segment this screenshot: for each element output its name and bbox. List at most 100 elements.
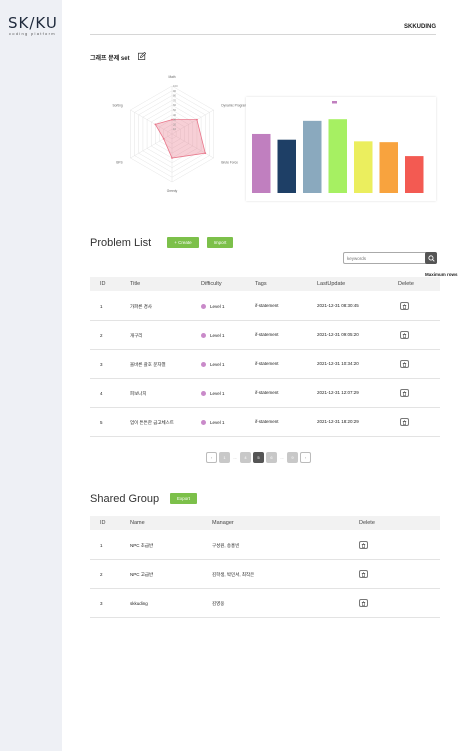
edit-icon[interactable]: [138, 52, 146, 60]
problem-last-update: 2021-12-31 12:07:29: [317, 390, 359, 395]
group-manager: 김학생, 박민서, 최작은: [212, 572, 255, 577]
group-name[interactable]: NPC 고급반: [130, 572, 154, 577]
create-button[interactable]: + Create: [167, 237, 199, 248]
difficulty-dot: [201, 333, 206, 338]
problem-title[interactable]: 개구리: [130, 333, 143, 338]
problem-last-update: 2021-12-31 18:20:29: [317, 419, 359, 424]
col-tags: Tags: [255, 281, 267, 287]
delete-button[interactable]: [400, 360, 409, 368]
graph-set-title: 그래프 문제 set: [90, 56, 130, 62]
difficulty-dot: [201, 304, 206, 309]
problem-tags: if-statement: [255, 390, 279, 395]
difficulty-dot: [201, 391, 206, 396]
import-button[interactable]: Import: [207, 237, 233, 248]
trash-icon: [402, 303, 407, 309]
group-name[interactable]: NPC 초급반: [130, 543, 154, 548]
topbar-title[interactable]: SKKUDING: [403, 24, 436, 30]
delete-button[interactable]: [359, 570, 368, 578]
bar-chart: [252, 101, 424, 193]
problem-tags: if-statement: [255, 361, 279, 366]
delete-button[interactable]: [400, 302, 409, 310]
problem-id: 1: [100, 304, 103, 309]
problem-last-update: 2021-12-31 09:05:20: [317, 332, 359, 337]
bar: [328, 119, 347, 193]
shared-group-title: Shared Group: [90, 493, 160, 505]
page-button[interactable]: 6: [266, 452, 277, 463]
radar-tick-label: 100: [173, 84, 178, 88]
table-row[interactable]: 3 올바른 괄호 문자열 Level 1 if-statement 2021-12-31…: [90, 349, 440, 379]
problem-difficulty: Level 1: [210, 420, 225, 425]
group-id: 1: [100, 543, 103, 548]
page-button[interactable]: 5: [253, 452, 264, 463]
col-title: Title: [130, 281, 141, 287]
problem-id: 3: [100, 362, 103, 367]
radar-axis-line: [130, 109, 173, 135]
radar-tick-label: 10: [173, 127, 177, 131]
trash-icon: [361, 571, 366, 577]
table-header: ID Name Manager Delete: [90, 516, 440, 530]
radar-point: [204, 152, 207, 155]
pagination-ellipsis: ...: [233, 455, 237, 460]
table-row[interactable]: 2 개구리 Level 1 if-statement 2021-12-31 09:05:…: [90, 320, 440, 350]
col-last-update: LastUpdate: [317, 281, 346, 287]
delete-button[interactable]: [400, 418, 409, 426]
col-id: ID: [100, 520, 106, 526]
group-manager: 김영웅: [212, 601, 225, 606]
table-row[interactable]: 1 NPC 초급반 구성원, 송홍빈: [90, 530, 440, 560]
radar-point: [154, 123, 157, 126]
delete-button[interactable]: [359, 599, 368, 607]
search-icon: [427, 254, 435, 262]
table-row[interactable]: 2 NPC 고급반 김학생, 박민서, 최작은: [90, 559, 440, 589]
table-row[interactable]: 3 skkuding 김영웅: [90, 588, 440, 618]
trash-icon: [402, 332, 407, 338]
radar-tick-label: 60: [173, 103, 177, 107]
radar-axis-label: BFS: [116, 161, 122, 165]
group-id: 2: [100, 572, 103, 577]
problem-title[interactable]: 엄이 튼튼한 금고체스트: [130, 420, 174, 425]
problem-list-title: Problem List: [90, 237, 152, 249]
bar: [252, 133, 271, 193]
export-button[interactable]: Export: [170, 493, 197, 504]
radar-axis-line: [171, 109, 214, 135]
bar: [277, 139, 296, 193]
topbar-divider: [90, 34, 436, 35]
problem-difficulty: Level 1: [210, 333, 225, 338]
table-row[interactable]: 1 가파른 경사 Level 1 if-statement 2021-12-31 08:…: [90, 291, 440, 321]
pagination-ellipsis: ...: [280, 455, 284, 460]
radar-axis-label: Math: [168, 75, 175, 79]
page-button[interactable]: 4: [240, 452, 251, 463]
search-button[interactable]: [425, 252, 437, 264]
delete-button[interactable]: [359, 541, 368, 549]
table-row[interactable]: 4 피보나치 Level 1 if-statement 2021-12-31 12:07…: [90, 378, 440, 408]
table-row[interactable]: 5 엄이 튼튼한 금고체스트 Level 1 if-statement 2021-12-…: [90, 407, 440, 437]
page-button[interactable]: 1: [219, 452, 230, 463]
trash-icon: [361, 542, 366, 548]
page-button[interactable]: 9: [287, 452, 298, 463]
radar-tick-label: 20: [173, 122, 177, 126]
radar-axis-label: Sorting: [113, 104, 123, 108]
trash-icon: [402, 419, 407, 425]
shared-group-table: ID Name Manager Delete 1 NPC 초급반 구성원, 송홍빈 2…: [90, 516, 440, 620]
problem-title[interactable]: 올바른 괄호 문자열: [130, 362, 166, 367]
radar-tick-label: 30: [173, 118, 177, 122]
max-rows-label[interactable]: Maximum rows: [425, 272, 458, 277]
search-input[interactable]: [347, 253, 421, 263]
bar-legend-swatch: [332, 101, 337, 104]
problem-id: 2: [100, 333, 103, 338]
problem-difficulty: Level 1: [210, 304, 225, 309]
bar: [379, 142, 398, 193]
radar-axis-line: [130, 133, 173, 159]
problem-id: 4: [100, 391, 103, 396]
prev-page-button[interactable]: ‹: [206, 452, 217, 463]
radar-axis-label: Dynamic Programming: [221, 104, 252, 108]
group-name[interactable]: skkuding: [130, 601, 148, 606]
next-page-button[interactable]: ›: [300, 452, 311, 463]
problem-title[interactable]: 가파른 경사: [130, 304, 152, 309]
delete-button[interactable]: [400, 389, 409, 397]
logo[interactable]: SK/KU: [8, 14, 58, 32]
delete-button[interactable]: [400, 331, 409, 339]
problem-tags: if-statement: [255, 303, 279, 308]
problem-title[interactable]: 피보나치: [130, 391, 147, 396]
radar-axis-line: [171, 133, 214, 159]
